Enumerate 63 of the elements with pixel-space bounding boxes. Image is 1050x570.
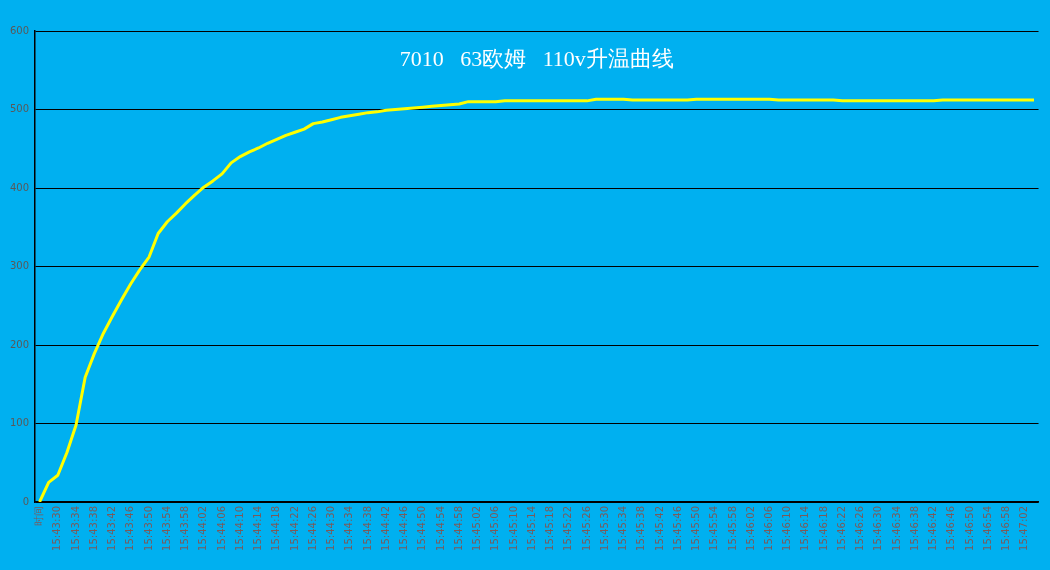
- x-tick-label: 时间: [33, 506, 45, 526]
- x-tick-label: 15:45:54: [708, 506, 720, 551]
- x-tick-label: 15:46:38: [908, 506, 920, 551]
- x-tick-label: 15:46:22: [835, 506, 847, 551]
- x-tick-label: 15:46:58: [1000, 506, 1012, 551]
- y-tick-label: 400: [9, 181, 29, 193]
- x-tick-label: 15:43:38: [87, 506, 99, 551]
- x-tick-label: 15:44:30: [325, 506, 337, 551]
- x-tick-label: 15:43:30: [51, 506, 63, 551]
- x-tick-label: 15:45:26: [580, 506, 592, 551]
- x-tick-label: 15:45:58: [726, 506, 738, 551]
- x-tick-label: 15:46:02: [744, 506, 756, 551]
- x-tick-label: 15:44:54: [434, 506, 446, 551]
- x-tick-label: 15:43:54: [160, 506, 172, 551]
- x-tick-label: 15:44:46: [398, 506, 410, 551]
- x-tick-label: 15:45:22: [562, 506, 574, 551]
- x-tick-label: 15:46:06: [763, 506, 774, 551]
- x-tick-label: 15:45:38: [635, 506, 647, 551]
- x-tick-label: 15:46:14: [799, 506, 811, 551]
- x-tick-label: 15:45:02: [471, 506, 483, 551]
- x-tick-label: 15:45:30: [598, 506, 610, 551]
- x-tick-label: 15:46:54: [981, 506, 993, 551]
- x-tick-label: 15:44:22: [288, 506, 300, 551]
- x-tick-label: 15:46:34: [890, 506, 902, 551]
- x-tick-label: 15:45:06: [489, 506, 501, 551]
- x-tick-label: 15:45:14: [525, 506, 537, 551]
- x-tick-label: 15:45:50: [690, 506, 702, 551]
- x-tick-label: 15:44:50: [416, 506, 428, 551]
- x-tick-label: 15:43:50: [142, 506, 154, 551]
- x-tick-label: 15:46:30: [872, 506, 884, 551]
- y-tick-label: 500: [9, 103, 29, 115]
- x-tick-label: 15:47:02: [1018, 506, 1030, 551]
- x-tick-label: 15:43:46: [124, 506, 136, 551]
- x-tick-label: 15:43:34: [69, 506, 81, 551]
- x-tick-label: 15:45:34: [617, 506, 629, 551]
- x-tick-label: 15:44:14: [252, 506, 264, 551]
- x-tick-label: 15:44:58: [452, 506, 464, 551]
- x-tick-label: 15:45:46: [671, 506, 683, 551]
- y-tick-label: 200: [9, 338, 29, 350]
- x-tick-label: 15:43:58: [179, 506, 191, 551]
- x-tick-label: 15:45:18: [544, 506, 556, 551]
- y-tick-label: 0: [22, 495, 29, 507]
- x-tick-label: 15:45:42: [653, 506, 665, 551]
- x-tick-label: 15:46:18: [817, 506, 829, 551]
- x-tick-label: 15:45:10: [507, 506, 519, 551]
- x-tick-label: 15:46:42: [927, 506, 939, 551]
- x-tick-label: 15:44:38: [361, 506, 373, 551]
- x-tick-label: 15:44:06: [215, 506, 227, 551]
- y-tick-label: 600: [9, 24, 29, 36]
- x-tick-label: 15:46:50: [963, 506, 975, 551]
- x-tick-label: 15:44:10: [233, 506, 245, 551]
- y-tick-label: 300: [9, 260, 29, 272]
- text: 7010 63欧姆 110v升温曲线: [399, 45, 674, 71]
- x-tick-label: 15:44:34: [343, 506, 355, 551]
- x-tick-label: 15:46:46: [945, 506, 957, 551]
- x-tick-label: 15:46:10: [781, 506, 793, 551]
- x-tick-label: 15:44:18: [270, 506, 282, 551]
- y-tick-label: 100: [9, 417, 29, 429]
- x-tick-label: 15:43:42: [106, 506, 118, 551]
- x-tick-label: 15:46:26: [854, 506, 866, 551]
- x-tick-label: 15:44:26: [306, 506, 318, 551]
- x-tick-label: 15:44:02: [197, 506, 209, 551]
- x-tick-label: 15:44:42: [379, 506, 391, 551]
